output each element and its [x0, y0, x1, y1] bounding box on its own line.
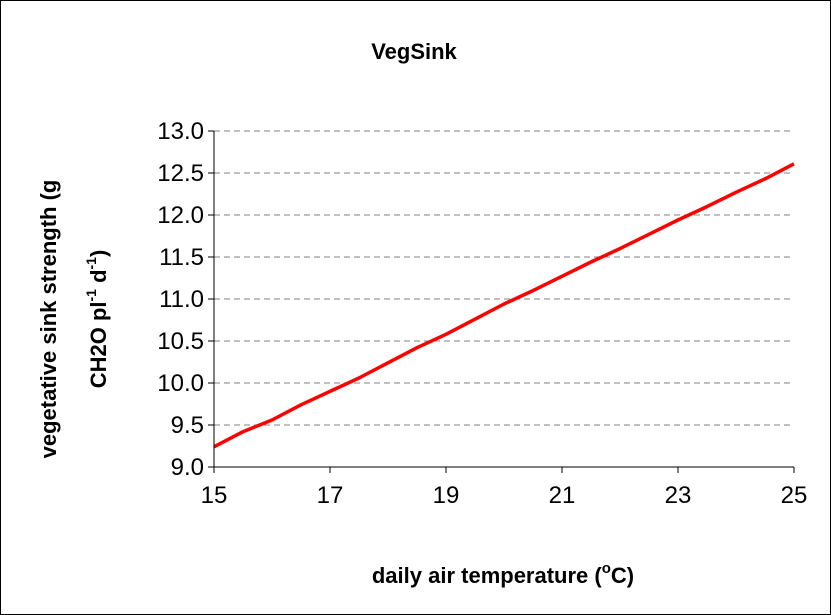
- y-axis-label-part: d: [86, 269, 111, 289]
- x-tick-labels: 15 17 19 21 23 25: [201, 482, 808, 509]
- y-axis-label-part: -1: [83, 257, 99, 270]
- y-axis-label-part: ): [86, 250, 111, 257]
- chart-title: VegSink: [371, 39, 457, 64]
- x-axis-label: daily air temperature (oC): [372, 560, 634, 588]
- x-axis-label-degree: o: [602, 560, 611, 577]
- y-axis-label-part: 2: [86, 344, 111, 356]
- y-axis-label-part: CH: [86, 357, 111, 389]
- y-tick-label: 11.5: [159, 244, 204, 271]
- y-tick-labels: 9.0 9.5 10.0 10.5 11.0 11.5 12.0 12.5 13.0: [157, 118, 204, 481]
- y-axis-label-part: -1: [83, 289, 99, 302]
- x-tick-label: 25: [781, 482, 808, 509]
- axes: [208, 130, 795, 473]
- x-tick-label: 19: [433, 482, 460, 509]
- x-tick-label: 23: [665, 482, 692, 509]
- y-tick-label: 9.5: [171, 412, 204, 439]
- y-axis-label-line2: CH2O pl-1 d-1): [83, 250, 111, 389]
- x-tick-label: 21: [549, 482, 576, 509]
- y-tick-label: 9.0: [171, 454, 204, 481]
- series: [213, 162, 795, 449]
- x-tick-label: 17: [317, 482, 344, 509]
- series-line: [213, 162, 795, 449]
- y-tick-label: 10.5: [157, 328, 204, 355]
- y-tick-label: 12.0: [157, 202, 204, 229]
- x-axis-label-unit: C): [611, 563, 634, 588]
- y-tick-label: 12.5: [157, 160, 204, 187]
- x-tick-label: 15: [201, 482, 228, 509]
- grid: [214, 130, 794, 426]
- y-tick-label: 10.0: [157, 370, 204, 397]
- y-axis-label-part: O pl: [86, 301, 111, 344]
- y-axis-label-line1: vegetative sink strength (g: [36, 180, 61, 459]
- y-tick-label: 13.0: [157, 118, 204, 145]
- y-tick-label: 11.0: [159, 286, 204, 313]
- x-axis-label-text: daily air temperature (: [372, 563, 603, 588]
